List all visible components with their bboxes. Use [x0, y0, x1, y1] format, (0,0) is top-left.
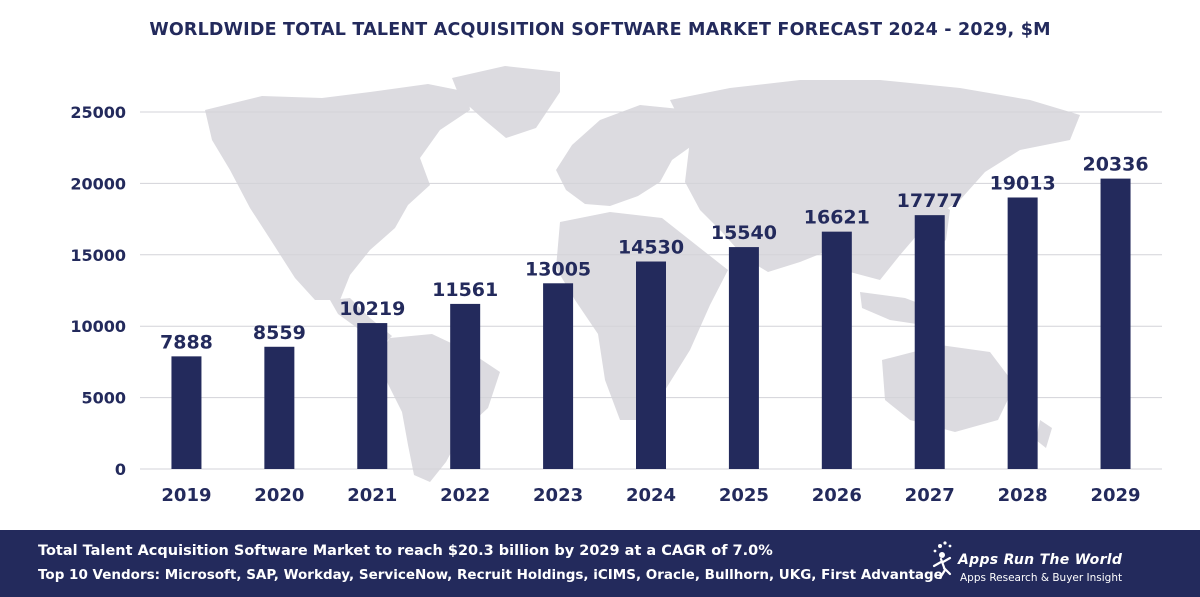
- chart-title: WORLDWIDE TOTAL TALENT ACQUISITION SOFTW…: [149, 20, 1051, 40]
- map-europe: [556, 105, 700, 206]
- y-axis: 0 5000 10000 15000 20000 25000: [70, 103, 126, 479]
- data-label: 17777: [897, 190, 963, 212]
- map-south-america: [380, 334, 500, 482]
- x-tick-label: 2023: [533, 485, 583, 506]
- x-axis: 2019 2020 2021 2022 2023 2024 2025 2026 2027 2028…: [161, 485, 1140, 506]
- x-tick-label: 2024: [626, 485, 676, 506]
- bar-2019: [171, 356, 202, 469]
- data-label: 7888: [160, 331, 213, 353]
- map-north-america: [205, 84, 470, 300]
- data-label: 14530: [618, 237, 684, 259]
- map-australia: [882, 345, 1015, 432]
- bar-2027: [914, 215, 945, 469]
- runner-icon: [932, 541, 952, 580]
- map-greenland: [452, 66, 560, 138]
- y-tick-label: 25000: [70, 103, 126, 122]
- x-tick-label: 2026: [812, 485, 862, 506]
- map-new-zealand: [1036, 420, 1052, 448]
- data-label: 13005: [525, 258, 591, 280]
- y-tick-label: 20000: [70, 174, 126, 193]
- data-label: 15540: [711, 222, 777, 244]
- y-tick-label: 15000: [70, 246, 126, 265]
- y-tick-label: 0: [115, 460, 126, 479]
- data-label: 16621: [804, 207, 870, 229]
- data-label: 8559: [253, 322, 306, 344]
- x-tick-label: 2027: [905, 485, 955, 506]
- data-label: 10219: [339, 298, 405, 320]
- data-label: 19013: [990, 172, 1056, 194]
- data-label: 20336: [1082, 154, 1148, 176]
- footer-vendors: Top 10 Vendors: Microsoft, SAP, Workday,…: [38, 567, 943, 583]
- x-tick-label: 2020: [254, 485, 304, 506]
- x-tick-label: 2028: [998, 485, 1048, 506]
- x-tick-label: 2019: [161, 485, 211, 506]
- logo-brand: Apps Run The World: [958, 552, 1123, 568]
- map-asia: [670, 80, 1080, 280]
- y-tick-label: 5000: [81, 389, 126, 408]
- bar-2024: [636, 261, 666, 469]
- bar-2029: [1100, 178, 1131, 469]
- bar-2028: [1007, 197, 1038, 469]
- footer-banner: Total Talent Acquisition Software Market…: [0, 530, 1200, 597]
- bar-2020: [264, 346, 295, 469]
- bar-2026: [821, 231, 852, 469]
- x-tick-label: 2025: [719, 485, 769, 506]
- bar-2022: [450, 303, 481, 469]
- x-tick-label: 2029: [1090, 485, 1140, 506]
- bar-2023: [543, 283, 574, 469]
- bar-chart: 0 5000 10000 15000 20000 25000 7888 8559 10219 1…: [70, 66, 1162, 506]
- bar-2025: [728, 247, 759, 469]
- bars: [171, 178, 1131, 469]
- y-tick-label: 10000: [70, 317, 126, 336]
- data-labels: 7888 8559 10219 11561 13005 14530 15540 16621 17…: [160, 154, 1149, 354]
- logo-tagline: Apps Research & Buyer Insight: [960, 572, 1123, 584]
- x-tick-label: 2021: [347, 485, 397, 506]
- data-label: 11561: [432, 279, 498, 301]
- bar-2021: [357, 323, 388, 469]
- footer-summary: Total Talent Acquisition Software Market…: [38, 543, 773, 559]
- apps-run-the-world-logo: Apps Run The World Apps Research & Buyer…: [928, 538, 1178, 590]
- x-tick-label: 2022: [440, 485, 490, 506]
